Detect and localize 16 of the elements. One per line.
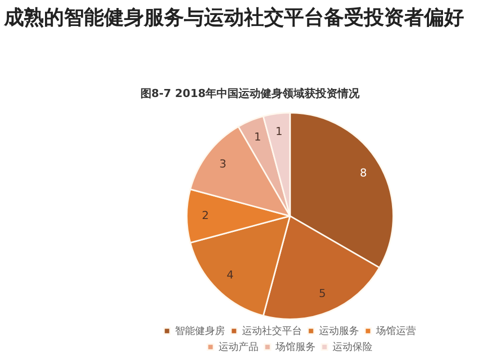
chart-title: 成熟的智能健身服务与运动社交平台备受投资者偏好 bbox=[4, 4, 464, 31]
data-label: 1 bbox=[275, 124, 282, 138]
legend-label: 运动社交平台 bbox=[242, 324, 302, 337]
data-label: 3 bbox=[219, 157, 226, 170]
legend-label: 场馆运营 bbox=[375, 324, 416, 337]
legend-label: 场馆服务 bbox=[274, 340, 316, 353]
legend-label: 运动产品 bbox=[218, 340, 258, 353]
chart-subtitle: 图8-7 2018年中国运动健身领域获投资情况 bbox=[139, 86, 361, 101]
legend-label: 运动服务 bbox=[319, 324, 359, 337]
data-label: 1 bbox=[254, 130, 262, 144]
data-label: 4 bbox=[226, 268, 234, 282]
legend-label: 运动保险 bbox=[332, 340, 372, 353]
data-label: 5 bbox=[318, 287, 326, 300]
legend-label: 智能健身房 bbox=[175, 324, 225, 337]
data-label: 2 bbox=[202, 208, 209, 222]
data-label: 8 bbox=[360, 166, 367, 180]
